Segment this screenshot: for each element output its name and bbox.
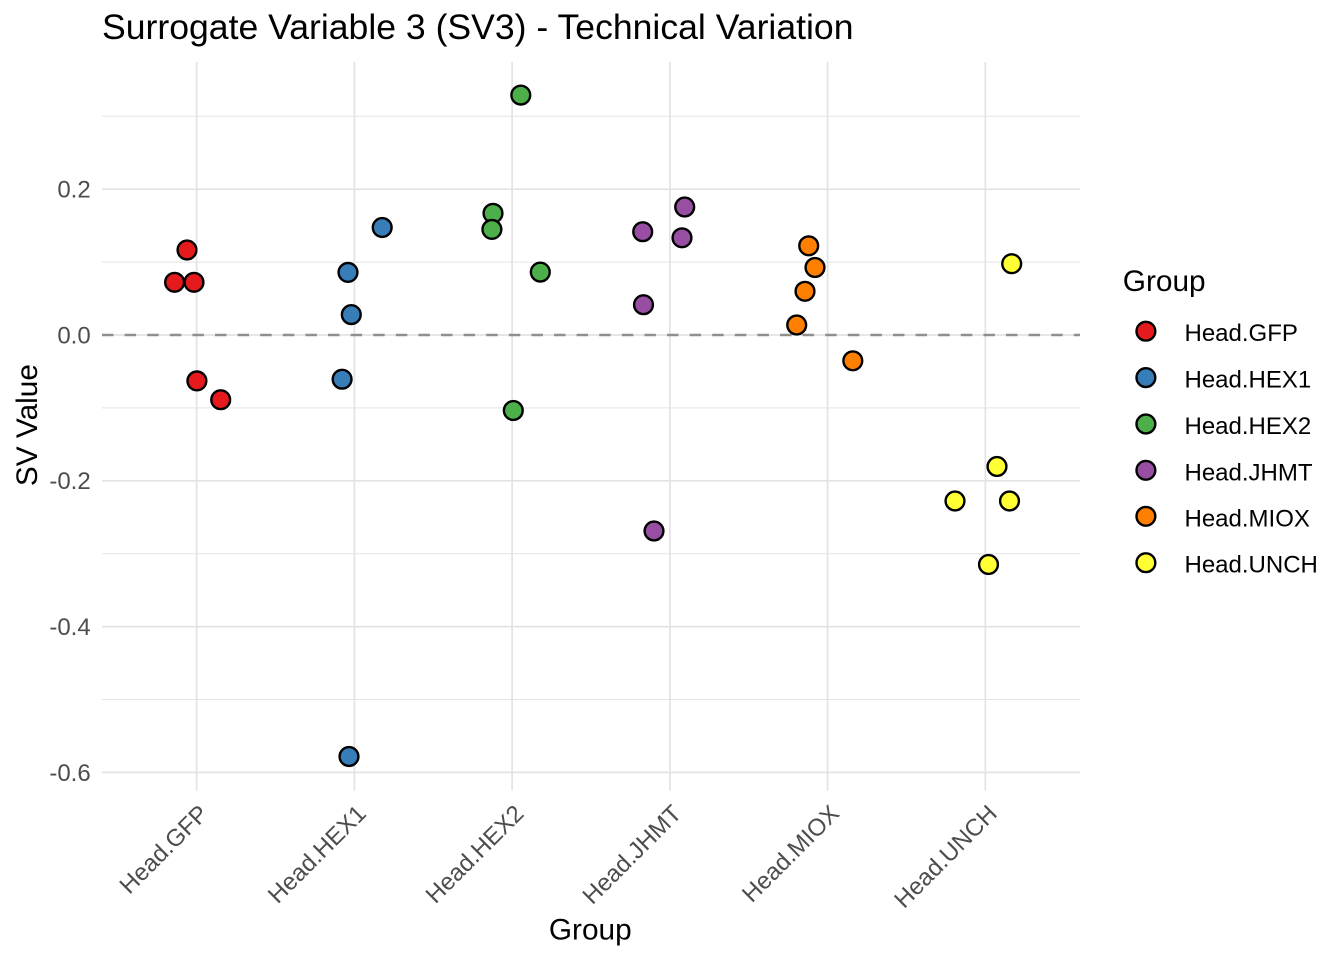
svg-text:Head.MIOX: Head.MIOX [1185, 505, 1310, 532]
svg-text:Group: Group [1123, 265, 1206, 298]
svg-text:0.0: 0.0 [57, 323, 90, 350]
svg-text:Head.HEX2: Head.HEX2 [1185, 413, 1312, 440]
svg-text:Head.HEX1: Head.HEX1 [1185, 367, 1312, 394]
svg-text:SV Value: SV Value [11, 364, 44, 486]
svg-text:Head.JHMT: Head.JHMT [1185, 459, 1313, 486]
svg-text:-0.4: -0.4 [49, 614, 90, 641]
svg-text:Head.UNCH: Head.UNCH [1185, 552, 1318, 579]
svg-text:Group: Group [549, 913, 632, 946]
svg-text:Surrogate Variable 3 (SV3) - T: Surrogate Variable 3 (SV3) - Technical V… [102, 7, 853, 47]
svg-text:Head.GFP: Head.GFP [1185, 320, 1298, 347]
svg-text:0.2: 0.2 [57, 177, 90, 204]
svg-text:-0.6: -0.6 [49, 760, 90, 787]
svg-text:-0.2: -0.2 [49, 468, 90, 495]
